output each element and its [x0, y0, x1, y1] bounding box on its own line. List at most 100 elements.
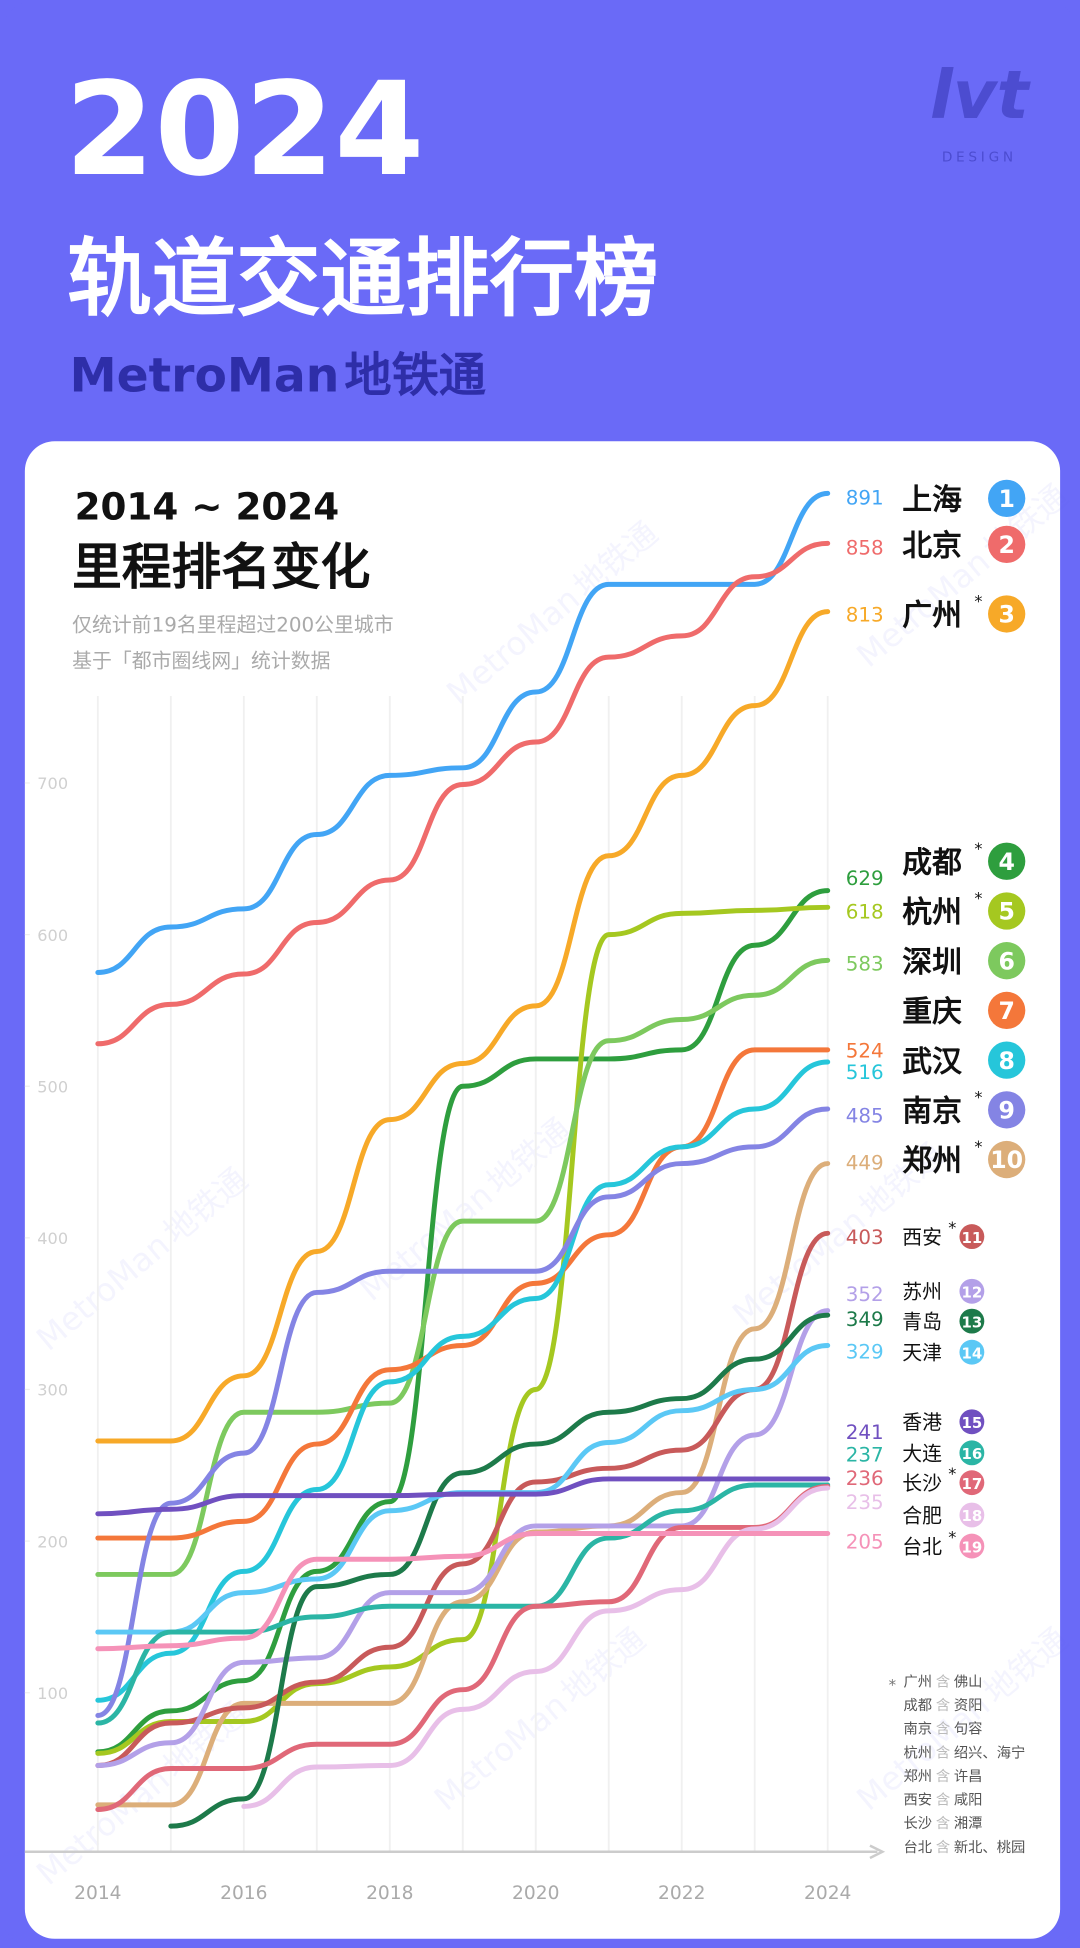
x-tick-label: 2024 — [804, 1883, 851, 1904]
series-line — [95, 490, 831, 975]
x-tick-label: 2016 — [220, 1883, 267, 1904]
city-name: 广州 — [902, 598, 962, 633]
footnote: 广州含佛山 — [904, 1674, 983, 1691]
footnote-area: 许昌 — [954, 1768, 983, 1785]
plot: 100 200 300 400 500 600 700 2014 2016 2018 2020 202… — [24, 479, 1026, 1904]
brand-en: MetroMan — [70, 348, 340, 403]
series-line — [241, 1485, 831, 1809]
x-tick-label: 2020 — [512, 1883, 559, 1904]
footnote-city: 广州 — [904, 1674, 933, 1691]
rank-number: 13 — [962, 1313, 983, 1331]
footnote-word: 含 — [936, 1768, 950, 1785]
headline: 轨道交通排行榜 — [67, 230, 659, 328]
footnote: 南京含句容 — [904, 1721, 983, 1738]
city-name: 西安 — [902, 1226, 942, 1249]
series-line — [95, 1531, 831, 1652]
rank-number: 3 — [998, 601, 1014, 629]
footnote-word: 含 — [936, 1674, 950, 1691]
rank-number: 6 — [998, 947, 1014, 975]
rank-number: 5 — [998, 898, 1014, 926]
rank-badge — [959, 1278, 985, 1304]
footnote-area: 绍兴、海宁 — [954, 1744, 1025, 1761]
footnote-area: 佛山 — [954, 1674, 983, 1691]
x-tick-label: 2018 — [366, 1883, 413, 1904]
value-label: 349 — [846, 1308, 884, 1331]
value-label: 329 — [846, 1340, 884, 1363]
series-line — [168, 1312, 831, 1829]
footnote-mark: * — [974, 889, 982, 908]
city-name: 上海 — [902, 483, 962, 518]
value-label: 235 — [846, 1491, 884, 1514]
footnote-area: 新北、桃园 — [954, 1839, 1025, 1856]
x-tick-label: 2022 — [658, 1883, 705, 1904]
footnote-word: 含 — [936, 1815, 950, 1832]
footnote-area: 资阳 — [954, 1697, 983, 1714]
series-line — [95, 1484, 831, 1812]
rank-badge — [959, 1440, 985, 1466]
footnote-city: 成都 — [904, 1697, 933, 1714]
city-name: 深圳 — [902, 945, 962, 980]
rank-badge — [988, 595, 1026, 633]
x-tick-label: 2014 — [74, 1883, 121, 1904]
city-name: 长沙 — [902, 1472, 942, 1495]
brand-cn: 地铁通 — [344, 348, 486, 403]
rank-number: 12 — [962, 1284, 983, 1302]
value-label: 524 — [846, 1040, 884, 1063]
rank-badge — [959, 1224, 985, 1250]
series-line — [95, 1482, 831, 1726]
city-name: 郑州 — [902, 1144, 962, 1179]
logo-sub: DESIGN — [942, 150, 1017, 166]
footnote: 长沙含湘潭 — [904, 1815, 983, 1832]
series-line — [95, 957, 831, 1577]
chart-title: 2014 ~ 2024 — [75, 485, 340, 529]
rank-badge — [988, 525, 1026, 564]
rank-number: 18 — [962, 1507, 983, 1525]
footnote-mark: * — [974, 1137, 982, 1156]
city-name: 南京 — [902, 1094, 962, 1129]
city-name: 北京 — [902, 529, 962, 564]
rank-badge — [959, 1308, 985, 1334]
series-line — [95, 1230, 831, 1768]
footnote: 台北含新北、桃园 — [904, 1839, 1026, 1856]
series-line — [95, 609, 831, 1444]
footnote: 成都含资阳 — [904, 1697, 983, 1714]
city-name: 苏州 — [902, 1281, 942, 1304]
rank-badge — [959, 1502, 985, 1528]
series-line — [95, 540, 831, 1047]
rank-number: 11 — [962, 1229, 983, 1247]
city-name: 青岛 — [902, 1311, 942, 1334]
footnote-star: * — [889, 1676, 897, 1694]
footnote-word: 含 — [936, 1792, 950, 1809]
footnote-city: 南京 — [904, 1721, 933, 1738]
rank-badge — [959, 1339, 985, 1365]
footnote-mark: * — [974, 839, 982, 858]
footnote-city: 台北 — [904, 1839, 933, 1856]
value-label: 403 — [846, 1226, 884, 1249]
value-label: 241 — [846, 1421, 884, 1444]
footnote-mark: * — [974, 1087, 982, 1106]
value-label: 352 — [846, 1283, 884, 1306]
value-label: 618 — [846, 900, 884, 923]
footnote: 郑州含许昌 — [904, 1768, 983, 1785]
rank-number: 14 — [962, 1344, 983, 1362]
rank-badge — [959, 1533, 985, 1559]
city-name: 合肥 — [902, 1504, 942, 1527]
footnote-city: 郑州 — [904, 1768, 933, 1785]
y-tick-label: 500 — [37, 1077, 68, 1096]
rank-badge — [988, 842, 1026, 880]
footnote-area: 湘潭 — [954, 1815, 983, 1832]
footnote-city: 长沙 — [904, 1815, 933, 1832]
value-label: 891 — [846, 487, 884, 510]
rank-number: 16 — [962, 1445, 983, 1463]
rank-badge — [988, 892, 1026, 930]
rank-number: 2 — [998, 531, 1014, 559]
footnote-area: 咸阳 — [954, 1792, 983, 1809]
value-label: 858 — [846, 536, 884, 559]
rank-badge — [959, 1409, 985, 1435]
rank-number: 17 — [962, 1475, 983, 1493]
footnote-city: 西安 — [904, 1792, 933, 1809]
rank-badge — [959, 1470, 985, 1496]
logo: lvt — [930, 56, 1032, 134]
footnote-word: 含 — [936, 1839, 950, 1856]
